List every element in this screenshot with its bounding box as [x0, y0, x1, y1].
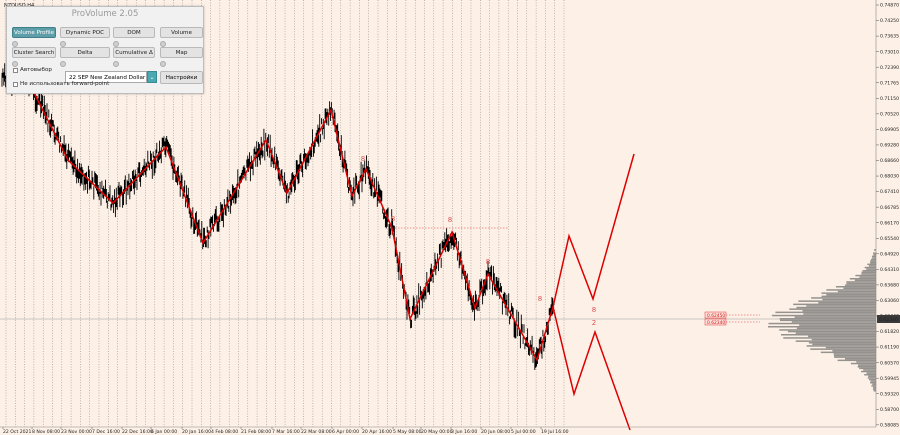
price-tick-label: 0.71150: [880, 96, 899, 102]
dom-button[interactable]: DOM: [113, 27, 155, 38]
wave-zigzag: [4, 74, 635, 362]
price-tick-label: 0.60570: [880, 360, 899, 366]
map-button[interactable]: Map: [160, 47, 203, 58]
wave-label: 8: [592, 306, 596, 314]
time-tick-label: 7 Mar 16:00: [272, 429, 300, 435]
time-axis[interactable]: 22 Oct 2021 8 Nov 08:00 23 Nov 00:00 7 Dec …: [2, 427, 569, 435]
price-tick-label: 0.63680: [880, 283, 899, 289]
settings-button[interactable]: Настройки: [160, 71, 203, 84]
time-tick-label: 19 Jul 16:00: [541, 429, 569, 435]
price-tick-label: 0.58700: [880, 407, 899, 413]
price-tag-label: 0.62340: [707, 320, 725, 326]
delta-button[interactable]: Delta: [60, 47, 110, 58]
price-tick-label: 0.74250: [880, 18, 899, 24]
price-tick-label: 0.66785: [880, 205, 899, 211]
price-tick-label: 0.63060: [880, 298, 899, 304]
time-tick-label: 20 Jun 08:00: [481, 429, 510, 435]
settings-small-icon[interactable]: [160, 41, 166, 47]
time-tick-label: 22 Dec 16:00: [122, 429, 153, 435]
price-tick-label: 0.61820: [880, 329, 899, 335]
auto-select-label: Автовыбор: [20, 67, 52, 73]
price-tick-label: 0.73635: [880, 34, 899, 40]
price-tick-label: 0.64920: [880, 251, 899, 257]
auto-select-checkbox[interactable]: [13, 68, 18, 73]
provolume-panel[interactable]: ProVolume 2.05 Volume Profile Dynamic PO…: [6, 6, 204, 94]
price-tick-label: 0.61190: [880, 345, 899, 351]
price-tick-label: 0.68660: [880, 158, 899, 164]
wave-label: 8: [361, 155, 365, 163]
time-tick-label: 21 Feb 08:00: [241, 429, 271, 435]
time-tick-label: 20 Apr 16:00: [362, 429, 392, 435]
wave-label: 8: [391, 215, 395, 223]
symbol-select[interactable]: 22 SEP New Zealand Dollar: [65, 71, 147, 83]
price-axis[interactable]: 0.74870 0.74250 0.73635 0.73010 0.72390 0.717…: [876, 3, 899, 429]
time-tick-label: 3 Jun 16:00: [451, 429, 477, 435]
volume-profile: [768, 249, 876, 392]
settings-small-icon[interactable]: [113, 41, 119, 47]
time-tick-label: 22 Oct 2021: [3, 429, 31, 435]
settings-small-icon[interactable]: [12, 61, 18, 67]
wave-label: 8: [486, 258, 490, 266]
time-tick-label: 5 May 08:00: [393, 429, 422, 435]
price-tick-label: 0.67410: [880, 189, 899, 195]
wave-label: 2: [592, 319, 596, 327]
price-tick-label: 0.58085: [880, 422, 899, 428]
settings-small-icon[interactable]: [60, 41, 66, 47]
price-tick-label: 0.69280: [880, 143, 899, 149]
current-price-marker: [877, 315, 900, 323]
forward-point-checkbox[interactable]: [13, 82, 18, 87]
volume-profile-button[interactable]: Volume Profile: [12, 27, 56, 38]
time-tick-label: 6 Apr 00:00: [332, 429, 359, 435]
time-tick-label: 6 Jan 00:00: [151, 429, 177, 435]
forward-point-label: Не использовать forward-point: [20, 81, 110, 87]
price-tick-label: 0.70520: [880, 111, 899, 117]
current-price-label: 0.62340: [879, 317, 898, 323]
time-tick-label: 4 Feb 08:00: [211, 429, 238, 435]
cluster-search-button[interactable]: Cluster Search: [12, 47, 56, 58]
price-tick-label: 0.59945: [880, 376, 899, 382]
time-tick-label: 8 Nov 08:00: [32, 429, 60, 435]
wave-label: 8: [448, 216, 452, 224]
time-tick-label: 20 Jan 16:00: [182, 429, 211, 435]
chevron-down-icon[interactable]: ⌄: [147, 71, 157, 83]
settings-small-icon[interactable]: [160, 61, 166, 67]
cumulative-delta-button[interactable]: Cumulative Δ: [113, 47, 155, 58]
price-tick-label: 0.73010: [880, 49, 899, 55]
time-tick-label: 22 Mar 08:00: [301, 429, 332, 435]
price-tick-label: 0.64310: [880, 267, 899, 273]
price-tick-label: 0.71765: [880, 80, 899, 86]
price-tag-label: 0.62450: [707, 313, 725, 319]
settings-small-icon[interactable]: [60, 61, 66, 67]
price-tick-label: 0.72390: [880, 65, 899, 71]
settings-small-icon[interactable]: [113, 61, 119, 67]
price-tick-label: 0.65540: [880, 236, 899, 242]
dynamic-poc-button[interactable]: Dynamic POC: [60, 27, 110, 38]
price-tick-label: 0.69905: [880, 127, 899, 133]
time-tick-label: 23 Nov 00:00: [61, 429, 92, 435]
price-tick-label: 0.66170: [880, 220, 899, 226]
volume-button[interactable]: Volume: [160, 27, 203, 38]
price-tick-label: 0.74870: [880, 3, 899, 9]
time-tick-label: 7 Dec 16:00: [92, 429, 120, 435]
wave-labels: 8 8 8 8 8 8 2: [361, 155, 596, 327]
price-tick-label: 0.68030: [880, 174, 899, 180]
time-tick-label: 5 Jul 00:00: [511, 429, 536, 435]
price-tick-label: 0.59320: [880, 391, 899, 397]
wave-projection-lower: [552, 306, 631, 431]
panel-title: ProVolume 2.05: [71, 9, 139, 19]
wave-label: 8: [538, 295, 542, 303]
settings-small-icon[interactable]: [12, 41, 18, 47]
time-tick-label: 20 May 00:00: [421, 429, 453, 435]
